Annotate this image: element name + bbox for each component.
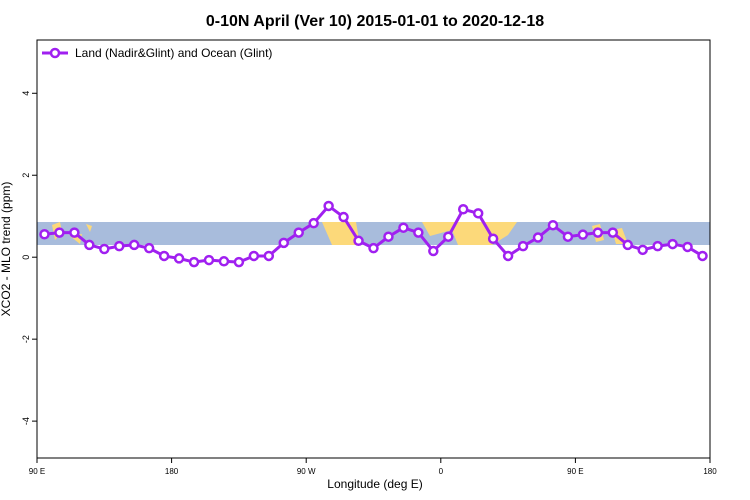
data-point	[278, 237, 290, 249]
y-tick-label: 2	[21, 173, 31, 178]
data-point	[323, 200, 334, 212]
data-point	[128, 239, 140, 251]
data-point	[233, 256, 245, 268]
data-point	[203, 254, 215, 266]
data-point	[338, 211, 349, 223]
data-point	[487, 233, 499, 245]
data-point	[383, 231, 394, 242]
x-tick-label: 0	[439, 467, 444, 476]
x-tick-label: 180	[165, 467, 179, 476]
data-point	[697, 250, 708, 262]
data-point	[69, 227, 80, 238]
x-axis-label: Longitude (deg E)	[327, 477, 422, 491]
data-point	[517, 240, 529, 252]
data-point	[398, 222, 409, 233]
data-point	[173, 253, 185, 264]
y-tick-label: -4	[21, 417, 31, 425]
data-point	[532, 232, 544, 243]
data-point	[682, 241, 693, 253]
data-point	[84, 239, 95, 251]
data-point	[667, 238, 678, 250]
y-tick-label: 0	[21, 255, 31, 260]
data-point	[652, 240, 663, 252]
x-tick-label: 90 W	[297, 467, 316, 476]
data-point	[428, 245, 439, 257]
data-point	[562, 231, 574, 242]
data-point	[637, 244, 648, 256]
data-point	[413, 227, 424, 238]
data-point	[592, 227, 604, 238]
legend-marker	[49, 47, 61, 59]
data-point	[457, 203, 469, 215]
legend-label: Land (Nadir&Glint) and Ocean (Glint)	[75, 46, 272, 60]
data-point	[188, 256, 200, 268]
y-tick-label: -2	[21, 335, 31, 343]
data-point	[263, 250, 275, 262]
data-point	[114, 240, 125, 252]
data-point	[54, 227, 65, 238]
x-tick-label: 90 E	[567, 467, 583, 476]
data-point	[218, 256, 230, 267]
data-point	[158, 250, 170, 262]
data-point	[607, 227, 619, 238]
data-point	[248, 250, 260, 262]
data-point	[353, 235, 364, 247]
chart-title: 0-10N April (Ver 10) 2015-01-01 to 2020-…	[206, 13, 544, 30]
data-point	[502, 250, 514, 262]
data-point	[622, 239, 633, 251]
data-point	[368, 242, 379, 254]
data-point	[472, 208, 484, 219]
y-axis-label: XCO2 - MLO trend (ppm)	[0, 182, 13, 317]
x-tick-label: 180	[703, 467, 717, 476]
data-point	[547, 219, 559, 231]
data-point	[443, 231, 454, 242]
y-tick-label: 4	[21, 91, 31, 96]
data-point	[39, 228, 50, 240]
x-tick-label: 90 E	[29, 467, 45, 476]
plot-frame	[36, 39, 711, 459]
data-point	[308, 217, 319, 229]
data-point	[293, 227, 304, 238]
data-point	[143, 242, 155, 254]
data-point	[577, 229, 589, 240]
data-point	[99, 243, 110, 255]
